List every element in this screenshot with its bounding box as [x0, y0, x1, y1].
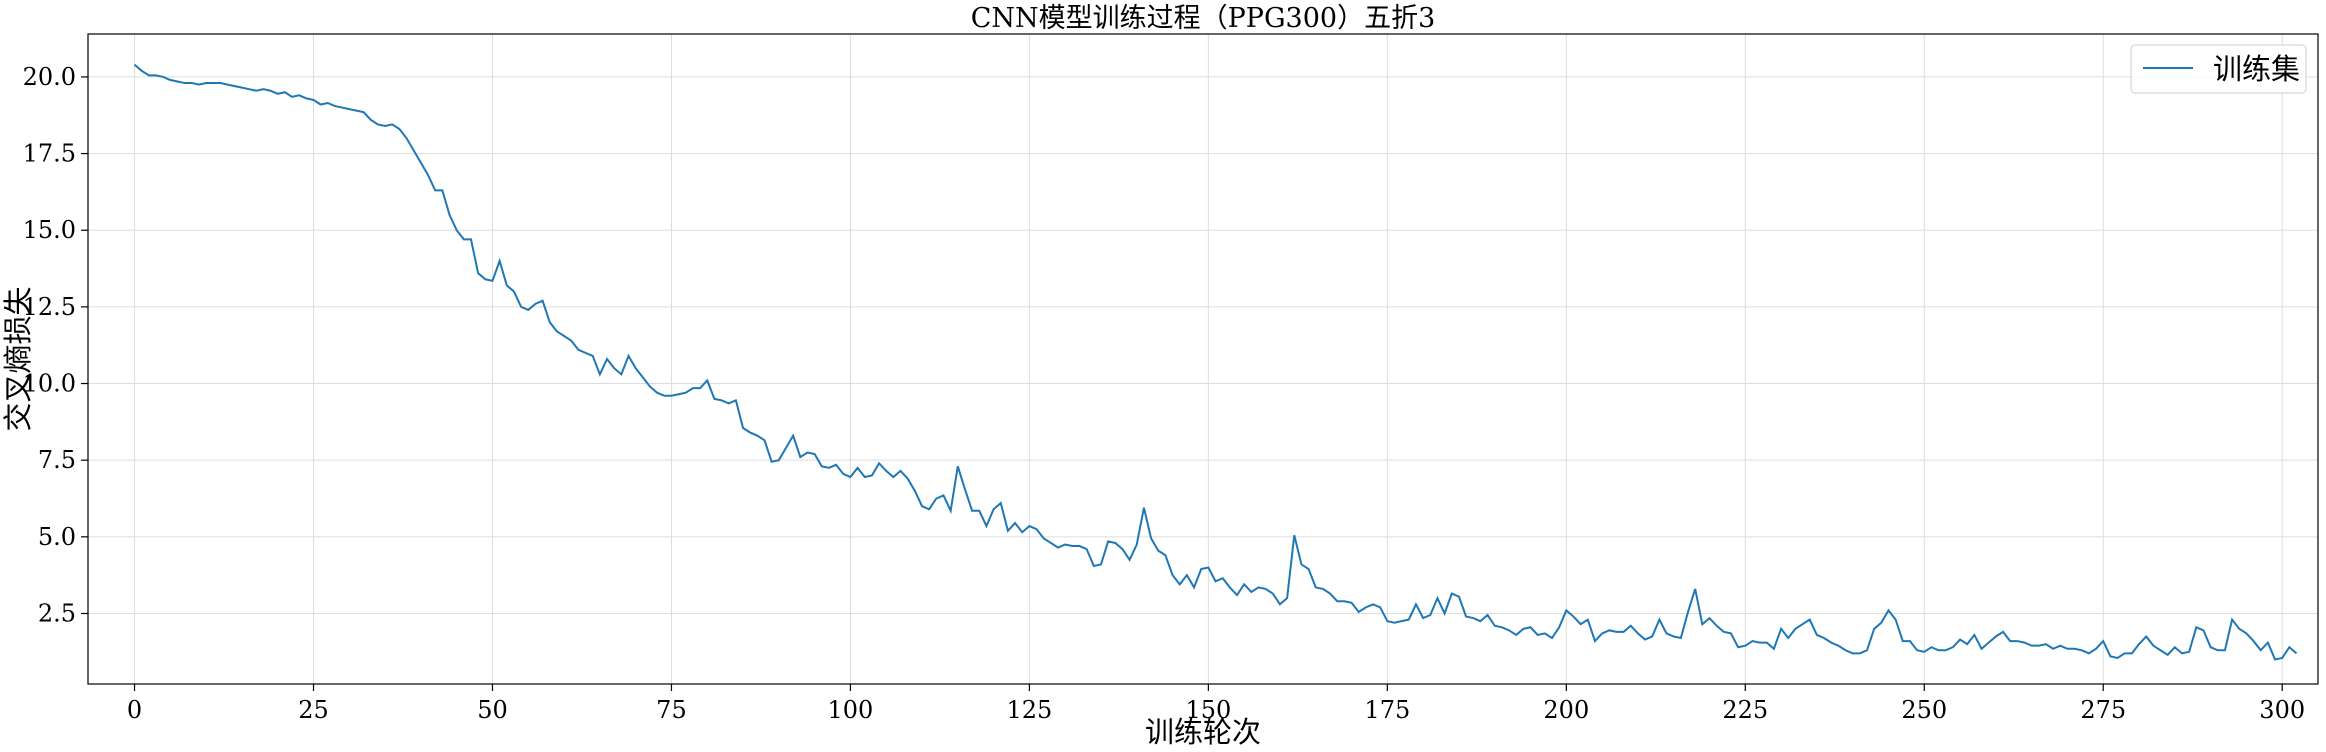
y-tick-label: 15.0 — [23, 216, 76, 244]
y-tick-label: 17.5 — [23, 140, 76, 168]
series-line-training — [133, 63, 2298, 661]
y-tick-label: 7.5 — [38, 446, 76, 474]
x-tick-label: 200 — [1543, 696, 1589, 724]
y-tick-label: 20.0 — [23, 63, 76, 91]
x-axis-ticks: 0 25 50 75 100 125 150 175 200 225 250 275 300 — [127, 684, 2305, 724]
x-tick-label: 250 — [1901, 696, 1947, 724]
legend-box — [2130, 44, 2307, 94]
y-tick-label: 10.0 — [23, 370, 76, 398]
y-axis-ticks: 2.5 5.0 7.5 10.0 12.5 15.0 17.5 20.0 — [23, 63, 88, 627]
x-tick-label: 50 — [477, 696, 508, 724]
x-tick-label: 0 — [127, 696, 142, 724]
x-tick-label: 225 — [1722, 696, 1768, 724]
x-tick-label: 150 — [1185, 696, 1231, 724]
x-tick-label: 125 — [1006, 696, 1052, 724]
y-axis-label: 交叉熵损失 — [1, 286, 35, 431]
grid-lines — [88, 34, 2318, 684]
x-tick-label: 175 — [1364, 696, 1410, 724]
x-tick-label: 300 — [2259, 696, 2305, 724]
legend: 训练集 — [2130, 44, 2307, 94]
y-tick-label: 2.5 — [38, 599, 76, 627]
x-tick-label: 275 — [2080, 696, 2126, 724]
x-axis-label: 训练轮次 — [1145, 715, 1261, 749]
legend-label: 训练集 — [2213, 52, 2300, 86]
y-tick-label: 5.0 — [38, 523, 76, 551]
x-tick-label: 75 — [656, 696, 687, 724]
plot-frame — [87, 33, 2319, 685]
y-tick-label: 12.5 — [23, 293, 76, 321]
x-tick-label: 25 — [298, 696, 329, 724]
x-tick-label: 100 — [828, 696, 874, 724]
chart-title: CNN模型训练过程（PPG300）五折3 — [971, 3, 1436, 34]
